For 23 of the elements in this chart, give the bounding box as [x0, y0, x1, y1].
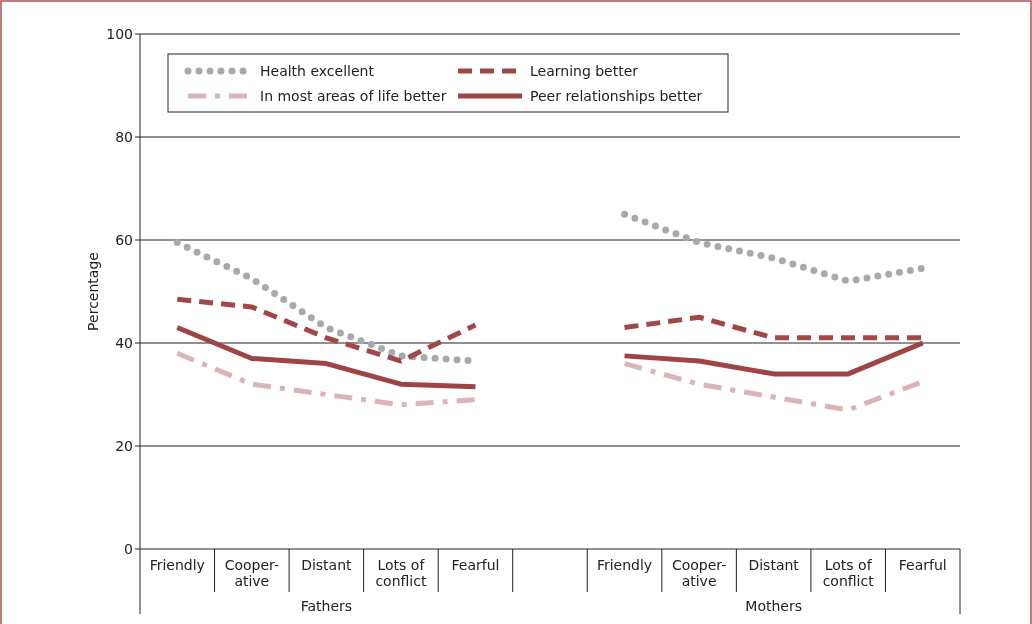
- x-tick-label: Lots of conflict: [822, 557, 875, 589]
- text: Fathers: [300, 598, 353, 614]
- x-tick-label: Distant: [301, 557, 353, 573]
- y-axis-title: Percentage: [85, 252, 101, 331]
- y-tick-label: 100: [106, 25, 133, 42]
- legend-label: Peer relationships better: [530, 87, 703, 104]
- y-tick-label: 40: [115, 334, 133, 351]
- x-tick-label: Friendly: [149, 557, 205, 573]
- y-tick-label: 80: [115, 128, 133, 145]
- x-tick-label: Distant: [748, 557, 800, 573]
- x-tick-label: Lots of conflict: [375, 557, 427, 589]
- x-tick-label: Fearful: [898, 557, 947, 573]
- x-tick-label: Cooper- ative: [671, 557, 727, 589]
- y-tick-label: 60: [115, 231, 133, 248]
- y-tick-label: 20: [115, 437, 133, 454]
- text: Mothers: [745, 598, 802, 614]
- x-tick-label: Friendly: [596, 557, 653, 573]
- legend-label: Health excellent: [260, 62, 375, 79]
- legend-label: Learning better: [530, 62, 639, 79]
- x-tick-label: Cooper- ative: [224, 557, 279, 589]
- y-tick-label: 0: [124, 540, 133, 557]
- legend-label: In most areas of life better: [260, 87, 447, 104]
- x-tick-label: Fearful: [451, 557, 500, 573]
